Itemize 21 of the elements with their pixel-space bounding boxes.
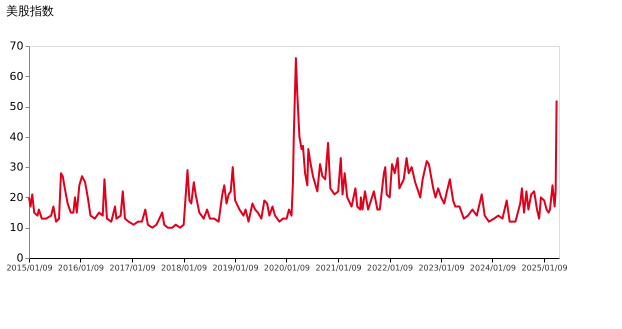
x-tick-label: 2019/01/09 [212,264,259,272]
x-tick-label: 2016/01/09 [58,264,104,272]
x-tick-label: 2021/01/09 [316,264,362,272]
x-tick-label: 2017/01/09 [110,264,156,272]
x-tick-label: 2020/01/09 [264,264,310,272]
y-tick-label: 50 [10,100,24,114]
x-tick-label: 2015/01/09 [6,264,53,272]
x-tick-label: 2022/01/09 [366,264,414,272]
y-tick-label: 0 [16,252,24,264]
x-tick-label: 2018/01/09 [160,264,208,272]
x-tick-label: 2024/01/09 [470,264,516,272]
x-tick-label: 2025/01/09 [522,264,568,272]
chart-title: 美股指数 [6,4,54,18]
line-series [28,57,558,229]
y-tick-label: 30 [10,160,24,174]
y-tick-label: 70 [10,40,24,52]
x-tick-label: 2023/01/09 [418,264,465,272]
y-tick-label: 10 [10,221,24,234]
y-tick-label: 20 [10,190,24,204]
y-tick-label: 60 [10,70,24,83]
y-tick-label: 40 [10,130,24,144]
